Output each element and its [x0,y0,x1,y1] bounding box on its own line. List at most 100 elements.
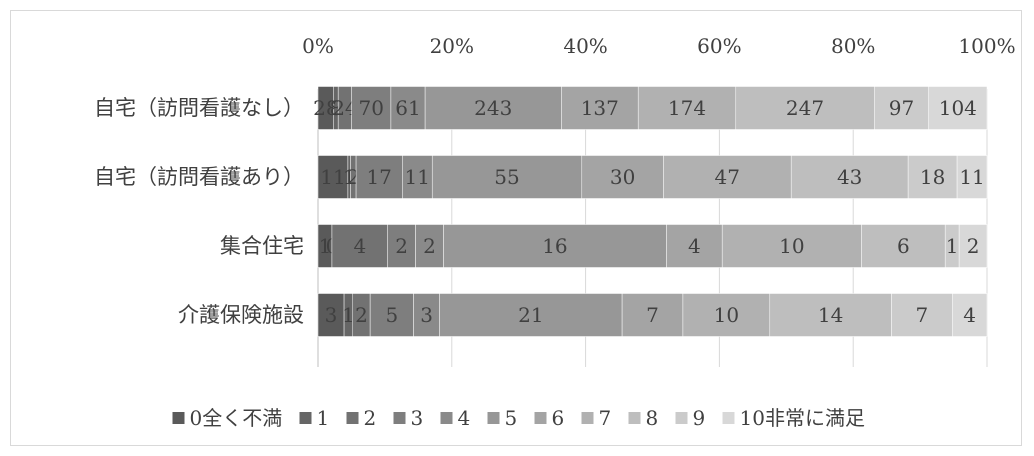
data-label: 97 [889,96,914,120]
bar-segment [415,224,444,268]
legend-label: 8 [646,406,659,430]
data-label: 4 [353,234,366,258]
data-label: 55 [494,165,519,189]
data-label: 5 [385,303,398,327]
bar-segment [907,155,958,199]
data-label: 17 [366,165,391,189]
x-tick-label: 60% [697,34,741,58]
legend-label: 4 [458,406,471,430]
category-label: 集合住宅 [220,234,304,258]
bar-segment [351,86,392,130]
legend-label: 6 [552,406,565,430]
legend-swatch [675,412,688,424]
data-label: 104 [939,96,977,120]
category-label: 介護保険施設 [178,303,304,327]
data-label: 3 [325,303,338,327]
data-label: 10 [779,234,804,258]
legend-label: 0全く不満 [190,406,283,430]
bar-segment [390,86,426,130]
data-label: 10 [714,303,739,327]
bar-segment [424,86,562,130]
data-label: 2 [395,234,408,258]
data-label: 2 [423,234,436,258]
bar-segment [874,86,929,130]
data-label: 3 [420,303,433,327]
bar-segment [317,155,349,199]
bar-segment [581,155,664,199]
data-label: 4 [688,234,701,258]
data-label: 11 [320,165,345,189]
data-label: 11 [405,165,430,189]
data-label: 174 [668,96,706,120]
legend-label: 7 [599,406,612,430]
legend-swatch [393,412,406,424]
bar-segment [928,86,988,130]
bar-segment [621,293,684,337]
bar-segment [956,155,988,199]
data-label: 137 [581,96,619,120]
data-label: 70 [359,96,384,120]
bar-segment [663,155,792,199]
legend-swatch [722,412,735,424]
data-label: 18 [920,165,945,189]
data-label: 21 [518,303,543,327]
data-label: 30 [610,165,635,189]
x-tick-label: 80% [831,34,875,58]
bar-segment [682,293,771,337]
data-label: 2 [355,303,368,327]
data-label: 1 [342,303,355,327]
legend-label: 9 [693,406,706,430]
legend-label: 2 [364,406,377,430]
legend-swatch [628,412,641,424]
data-label: 247 [786,96,824,120]
legend-swatch [172,412,185,424]
bar-segment [439,293,623,337]
legend-swatch [440,412,453,424]
bar-segment [790,155,909,199]
bar-segment [331,224,388,268]
bar-segment [402,155,433,199]
x-tick-label: 0% [302,34,334,58]
data-label: 11 [959,165,984,189]
bar-segment [387,224,416,268]
chart-frame: 0% 20% 40% 60% 80% 100% 自宅（訪問看護なし） 28 8 24 70 61 243… [10,10,1022,446]
data-label: 7 [646,303,659,327]
x-tick-label: 20% [430,34,474,58]
x-tick-label: 100% [958,34,1015,58]
data-label: 6 [897,234,910,258]
bar-segment [769,293,892,337]
bar-segment [637,86,737,130]
data-label: 2 [967,234,980,258]
bar-segment [369,293,414,337]
data-label: 14 [818,303,843,327]
bar-segment [735,86,875,130]
data-label: 47 [715,165,740,189]
x-tick-label: 40% [563,34,607,58]
bar-segment [431,155,583,199]
bar-segment [355,155,403,199]
category-label: 自宅（訪問看護あり） [94,165,304,189]
legend-swatch [581,412,594,424]
data-label: 61 [395,96,420,120]
legend-label: 10非常に満足 [740,406,865,430]
data-label: 16 [542,234,567,258]
data-label: 43 [837,165,862,189]
data-label: 1 [946,234,959,258]
bar-segment [317,293,345,337]
category-label: 自宅（訪問看護なし） [94,96,304,120]
bar-segment [443,224,667,268]
legend-label: 3 [411,406,424,430]
legend-swatch [299,412,312,424]
data-label: 1 [319,234,332,258]
data-label: 4 [963,303,976,327]
legend-label: 1 [317,406,330,430]
bar-segment [666,224,723,268]
bar-segment [721,224,862,268]
data-label: 7 [915,303,928,327]
bar-segment [891,293,953,337]
legend-label: 5 [505,406,518,430]
legend-swatch [346,412,359,424]
legend-swatch [487,412,500,424]
bar-segment [958,224,988,268]
